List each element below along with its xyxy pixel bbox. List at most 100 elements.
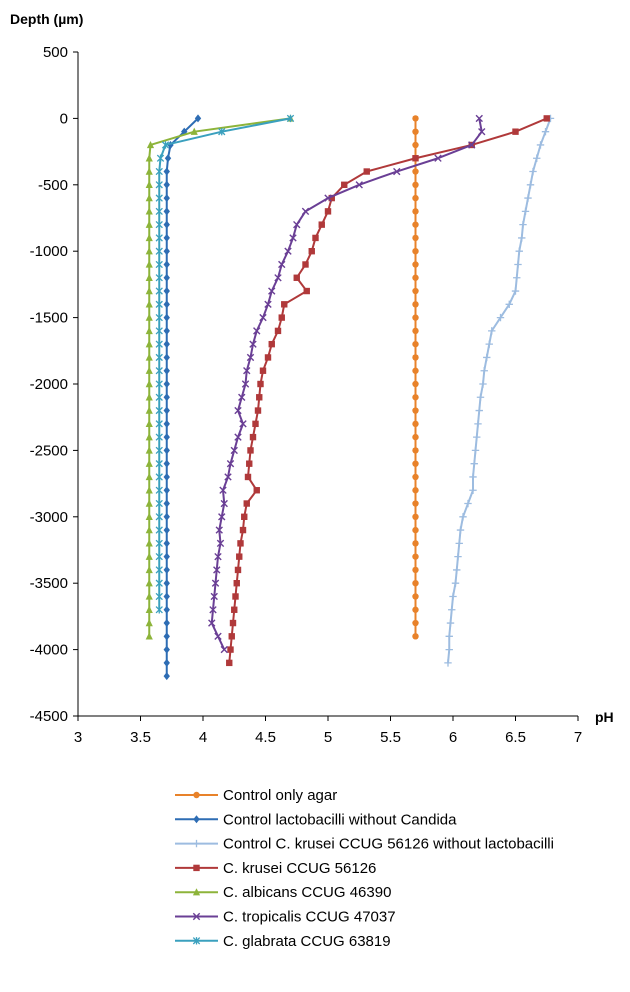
y-tick-label: 500	[43, 44, 68, 61]
data-point	[155, 420, 163, 428]
data-point	[155, 367, 163, 375]
data-point	[455, 539, 463, 548]
data-point	[163, 233, 170, 242]
data-point	[227, 646, 234, 653]
data-point	[155, 459, 163, 468]
data-point	[163, 486, 170, 495]
data-point	[468, 141, 476, 149]
data-point	[145, 340, 153, 348]
data-point	[145, 419, 153, 428]
data-point	[469, 486, 477, 494]
data-point	[412, 606, 419, 613]
data-point	[163, 326, 170, 335]
data-point	[543, 115, 550, 122]
legend-item: C. albicans CCUG 46390	[175, 884, 391, 901]
data-point	[363, 168, 370, 175]
legend-item: Control lactobacilli without Candida	[175, 811, 457, 828]
data-point	[230, 446, 238, 455]
data-point	[246, 353, 255, 362]
series-5	[145, 114, 295, 640]
data-point	[155, 167, 163, 176]
data-point	[412, 540, 419, 547]
data-point	[163, 207, 170, 216]
data-point	[254, 407, 262, 414]
y-tick-label: -1000	[30, 243, 68, 260]
data-point	[470, 459, 478, 468]
data-point	[145, 579, 153, 587]
data-point	[412, 420, 419, 428]
data-point	[155, 274, 163, 282]
data-point	[156, 154, 165, 162]
data-point	[161, 141, 170, 149]
data-point	[237, 540, 244, 547]
data-point	[163, 300, 170, 309]
data-point	[155, 353, 163, 362]
data-point	[219, 486, 227, 494]
data-point	[163, 526, 170, 535]
data-point	[155, 340, 163, 348]
data-point	[163, 167, 170, 176]
data-point	[412, 287, 419, 295]
data-point	[209, 606, 217, 614]
data-point	[145, 592, 153, 600]
y-tick-label: -4500	[30, 708, 68, 725]
data-point	[496, 313, 505, 322]
data-point	[521, 207, 530, 216]
legend-label: C. glabrata CCUG 63819	[223, 933, 391, 950]
data-point	[519, 220, 527, 229]
data-point	[412, 261, 419, 268]
legend-marker	[192, 912, 201, 921]
legend-item: Control only agar	[175, 787, 337, 804]
y-axis-ticks: 500 0 -500 -1000 -1500 -2000 -2500 -3000 -3500 -4…	[30, 44, 78, 725]
data-point	[459, 513, 467, 521]
data-point	[145, 446, 153, 454]
data-point	[167, 140, 174, 149]
data-point	[464, 499, 472, 508]
data-point	[474, 420, 482, 428]
data-point	[524, 194, 532, 202]
data-point	[216, 539, 225, 548]
data-point	[268, 287, 276, 295]
series-layer	[145, 114, 555, 681]
data-point	[518, 234, 526, 242]
data-point	[163, 194, 170, 203]
series-7	[155, 114, 295, 614]
data-point	[253, 327, 261, 335]
data-point	[536, 141, 545, 149]
data-point	[155, 579, 163, 587]
series-line	[210, 118, 483, 651]
y-tick-label: -500	[38, 177, 68, 194]
data-point	[286, 114, 295, 123]
data-point	[155, 207, 163, 216]
series-4	[226, 115, 550, 667]
data-point	[469, 473, 477, 481]
x-tick-label: 4.5	[255, 729, 276, 746]
data-point	[229, 619, 237, 627]
data-point	[264, 300, 272, 309]
data-point	[163, 433, 170, 442]
data-point	[155, 513, 163, 521]
data-point	[218, 513, 226, 521]
data-point	[318, 221, 325, 228]
data-point	[155, 393, 163, 401]
data-point	[293, 274, 300, 281]
data-point	[308, 248, 315, 255]
data-point	[355, 181, 363, 189]
data-point	[155, 526, 163, 534]
data-point	[145, 472, 153, 481]
data-point	[226, 659, 233, 667]
data-point	[145, 380, 153, 388]
y-tick-label: -1500	[30, 310, 68, 327]
legend-item: C. tropicalis CCUG 47037	[175, 909, 396, 926]
data-point	[393, 167, 401, 176]
series-line	[165, 117, 199, 677]
data-point	[155, 606, 163, 614]
data-point	[289, 234, 297, 242]
data-point	[412, 248, 419, 255]
data-point	[241, 513, 248, 520]
data-point	[512, 128, 519, 135]
data-point	[163, 273, 170, 282]
data-point	[155, 566, 163, 574]
data-point	[445, 632, 453, 641]
legend-marker	[192, 839, 201, 848]
